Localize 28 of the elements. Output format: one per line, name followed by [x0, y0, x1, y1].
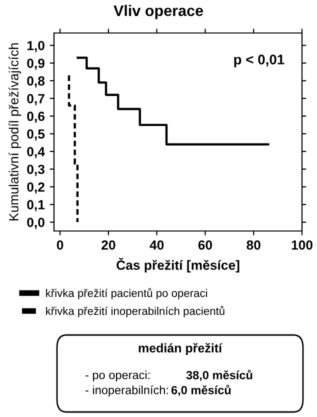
x-axis-title: Čas přežití [měsíce]: [116, 258, 240, 272]
x-tick-label: 100: [292, 240, 312, 250]
y-tick-label: 0,3: [27, 164, 44, 176]
x-tick-label: 60: [198, 240, 212, 250]
x-tick-label: 0: [56, 240, 64, 250]
text: - po operaci:: [86, 370, 150, 382]
x-tick-label: 40: [150, 240, 164, 250]
x-tick-label: 80: [246, 240, 260, 250]
y-tick-label: 0,4: [27, 147, 45, 158]
chart-title: Vliv operace: [114, 4, 203, 20]
text: 6,0 měsíců: [171, 384, 231, 396]
y-tick-label: 0,0: [27, 218, 44, 229]
legend-label: křivka přežití inoperabilních pacientů: [46, 306, 224, 318]
y-tick-label: 0,6: [27, 112, 44, 123]
y-tick-label: 0,2: [27, 182, 44, 194]
y-axis-title: Kumulativní podíl přežívajících: [8, 43, 22, 220]
y-tick-label: 0,7: [27, 94, 44, 106]
text: 38,0 měsíců: [186, 370, 252, 382]
text: - inoperabilních:: [86, 385, 168, 397]
y-tick-label: 0,8: [27, 76, 45, 88]
text: medián přežití: [138, 343, 222, 355]
y-tick-label: 0,9: [27, 58, 44, 70]
y-tick-label: 1,0: [27, 40, 44, 52]
y-tick-label: 0,5: [27, 129, 45, 141]
x-tick-label: 20: [102, 240, 116, 250]
legend-label: křivka přežití pacientů po operaci: [46, 288, 208, 300]
annotation: p < 0,01: [234, 54, 284, 68]
y-tick-label: 0,1: [27, 200, 45, 212]
